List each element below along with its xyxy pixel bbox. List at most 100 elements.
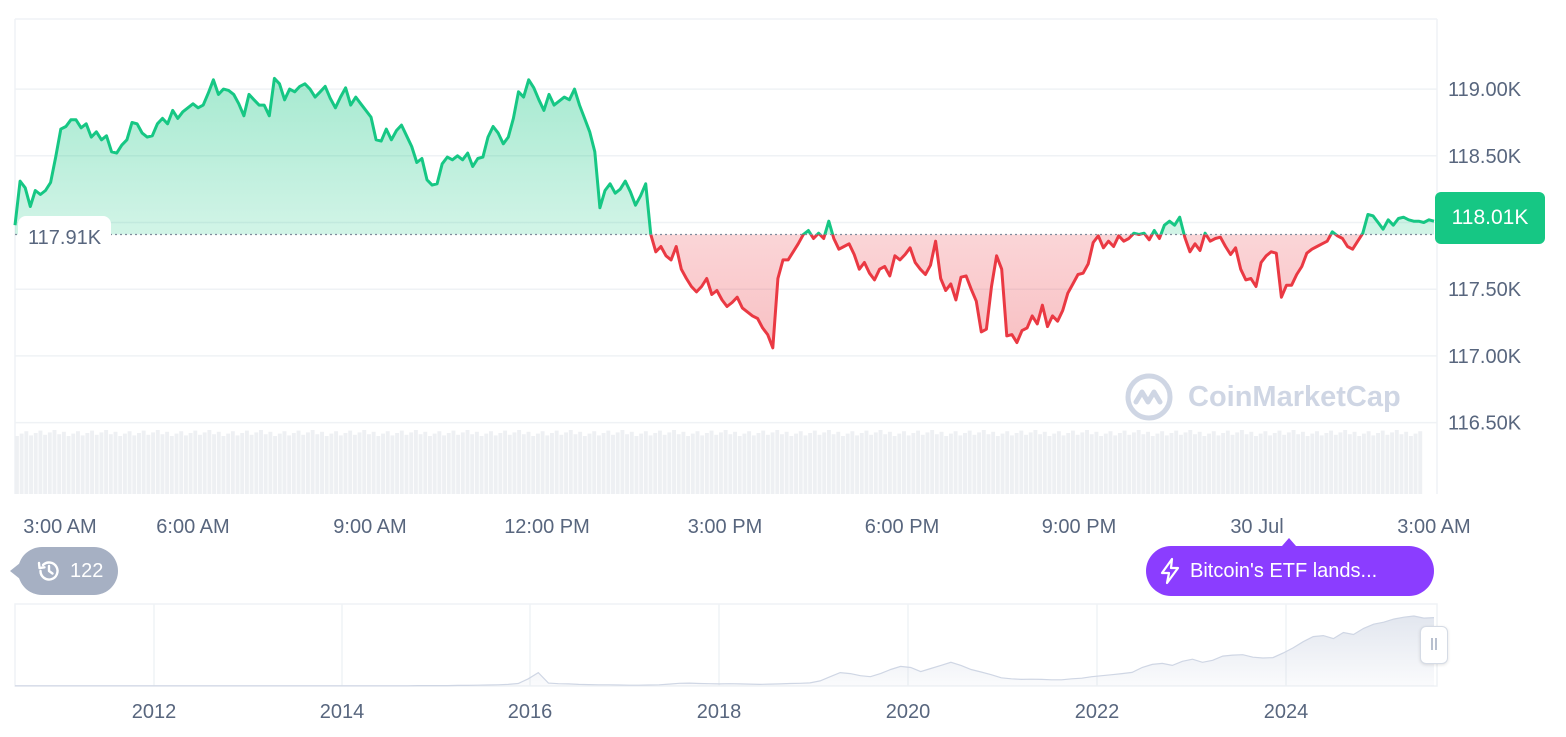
volume-bar <box>620 430 625 494</box>
volume-bar <box>1061 435 1066 494</box>
navigator-tick-label: 2016 <box>508 701 553 723</box>
volume-bars <box>15 430 1423 494</box>
volume-bar <box>1300 431 1305 494</box>
volume-bar <box>953 431 958 494</box>
lightning-icon <box>1158 557 1182 585</box>
volume-bar <box>545 435 550 494</box>
volume-bar <box>1333 434 1338 494</box>
volume-bar <box>296 430 301 494</box>
volume-bar <box>1230 434 1235 494</box>
volume-bar <box>615 432 620 494</box>
volume-bar <box>662 434 667 494</box>
price-area <box>15 78 1434 348</box>
volume-bar <box>765 434 770 494</box>
volume-bar <box>85 433 90 494</box>
volume-bar <box>428 436 432 494</box>
volume-bar <box>845 433 850 494</box>
volume-bar <box>1347 434 1352 494</box>
volume-bar <box>212 434 217 494</box>
volume-bar <box>643 431 648 494</box>
volume-bar <box>573 434 578 494</box>
volume-bar <box>1103 433 1108 494</box>
volume-bar <box>127 431 132 494</box>
volume-bar <box>446 433 451 494</box>
volume-bar <box>404 434 409 494</box>
volume-bar <box>1305 436 1310 494</box>
news-event-button[interactable]: Bitcoin's ETF lands... <box>1146 538 1434 596</box>
volume-bar <box>925 432 930 494</box>
volume-bar <box>1038 434 1043 494</box>
current-price-value: 118.01K <box>1451 206 1529 229</box>
volume-bar <box>310 430 315 494</box>
navigator-tick-label: 2020 <box>886 701 931 723</box>
volume-bar <box>906 435 911 494</box>
volume-bar <box>174 433 179 494</box>
volume-bar <box>479 436 484 494</box>
volume-bar <box>920 434 925 494</box>
volume-bar <box>878 430 883 494</box>
volume-bar <box>38 430 43 494</box>
price-line <box>13 76 1435 350</box>
volume-bar <box>1418 431 1423 494</box>
volume-bar <box>653 433 658 494</box>
x-tick-label: 9:00 PM <box>1042 516 1116 538</box>
volume-bar <box>503 430 507 494</box>
history-button[interactable]: 122 <box>10 547 118 595</box>
volume-bar <box>855 435 859 494</box>
volume-bar <box>33 433 38 494</box>
volume-bar <box>540 431 545 494</box>
volume-bar <box>733 431 737 494</box>
navigator-tick-label: 2022 <box>1075 701 1120 723</box>
volume-bar <box>1272 433 1277 494</box>
navigator[interactable] <box>14 603 1438 687</box>
volume-bar <box>578 431 583 494</box>
volume-bar <box>742 433 747 494</box>
volume-bar <box>104 430 109 494</box>
volume-bar <box>1408 436 1413 494</box>
volume-bar <box>568 430 573 494</box>
volume-bar <box>690 433 695 494</box>
volume-bar <box>831 434 836 494</box>
volume-bar <box>1352 431 1357 494</box>
volume-bar <box>1249 431 1254 494</box>
x-tick-label: 30 Jul <box>1230 516 1283 538</box>
volume-bar <box>1117 433 1122 494</box>
volume-bar <box>362 430 367 494</box>
volume-bar <box>1146 431 1150 494</box>
volume-bar <box>465 430 470 494</box>
volume-bar <box>596 435 601 494</box>
volume-bar <box>629 431 634 494</box>
volume-bar <box>1000 433 1005 494</box>
y-tick-label: 119.00K <box>1448 79 1522 101</box>
volume-bar <box>1188 430 1193 494</box>
volume-bar <box>977 432 982 494</box>
volume-bar <box>169 436 174 494</box>
volume-bar <box>1071 430 1075 494</box>
volume-bar <box>324 436 329 494</box>
volume-bar <box>193 430 198 494</box>
volume-bar <box>714 434 719 494</box>
navigator-drag-handle[interactable] <box>1420 626 1448 664</box>
volume-bar <box>1178 434 1183 494</box>
volume-bar <box>226 433 231 494</box>
volume-bar <box>554 430 559 494</box>
volume-bar <box>230 431 235 494</box>
volume-bar <box>1113 435 1118 494</box>
volume-bar <box>841 436 845 494</box>
volume-bar <box>188 433 193 494</box>
x-tick-label: 6:00 PM <box>865 516 939 538</box>
volume-bar <box>1024 434 1028 494</box>
volume-bar <box>1169 433 1174 494</box>
volume-bar <box>66 436 71 494</box>
current-price-badge: 118.01K <box>1435 192 1545 244</box>
volume-bar <box>1202 436 1207 494</box>
baseline-label: 117.91K <box>18 216 112 260</box>
volume-bar <box>1014 433 1019 494</box>
volume-bar <box>118 436 123 494</box>
volume-bar <box>395 433 400 494</box>
volume-bar <box>1080 432 1085 494</box>
volume-bar <box>1099 436 1104 494</box>
volume-bar <box>432 433 437 494</box>
